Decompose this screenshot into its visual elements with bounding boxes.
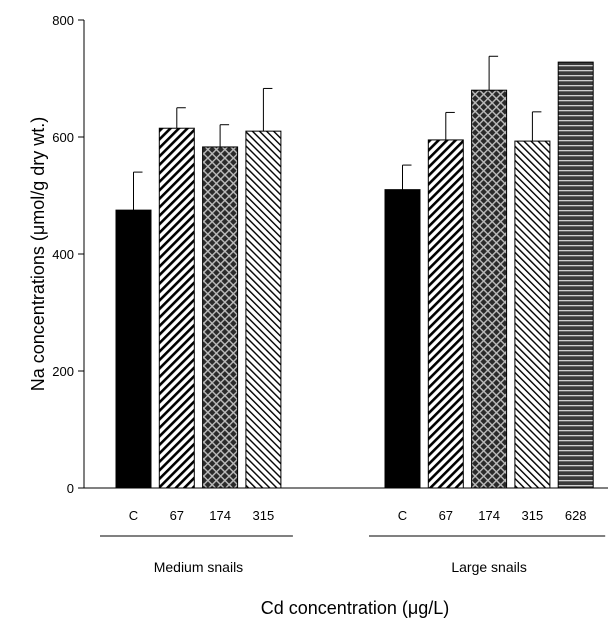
y-tick-label: 0 — [67, 481, 74, 496]
bar — [427, 139, 464, 489]
category-label: 315 — [253, 508, 275, 523]
bar — [115, 209, 152, 489]
y-tick-label: 800 — [52, 13, 74, 28]
y-tick-label: 200 — [52, 364, 74, 379]
category-label: 174 — [478, 508, 500, 523]
bar — [245, 130, 282, 489]
bars — [115, 61, 594, 489]
y-tick-label: 600 — [52, 130, 74, 145]
y-ticks: 0 200 400 600 800 — [52, 13, 84, 496]
category-label: 67 — [439, 508, 453, 523]
category-label: 628 — [565, 508, 587, 523]
error-bars — [133, 55, 542, 211]
category-label: C — [398, 508, 407, 523]
bar — [514, 140, 551, 489]
category-label: 174 — [209, 508, 231, 523]
category-labels: C 67 174 315 C 67 174 315 628 — [129, 508, 587, 523]
bar — [202, 146, 239, 489]
group-brackets: Medium snails Large snails — [100, 535, 606, 575]
category-label: 67 — [170, 508, 184, 523]
y-tick-label: 400 — [52, 247, 74, 262]
bar — [384, 189, 421, 489]
category-label: 315 — [522, 508, 544, 523]
category-label: C — [129, 508, 138, 523]
bar — [557, 61, 594, 489]
bar — [158, 127, 195, 489]
y-axis-title: Na concentrations (μmol/g dry wt.) — [28, 117, 48, 391]
group-label: Large snails — [451, 559, 527, 575]
bar — [471, 89, 508, 489]
x-axis-title: Cd concentration (μg/L) — [261, 598, 449, 618]
group-label: Medium snails — [154, 559, 243, 575]
